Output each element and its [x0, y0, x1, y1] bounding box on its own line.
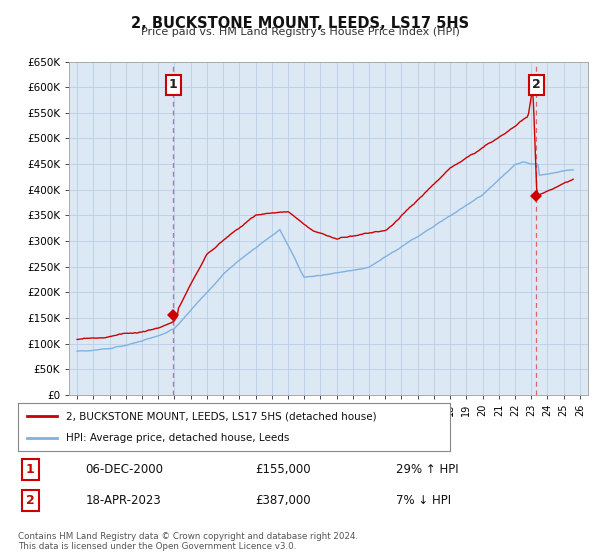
Text: £155,000: £155,000: [255, 463, 311, 476]
Text: 2, BUCKSTONE MOUNT, LEEDS, LS17 5HS: 2, BUCKSTONE MOUNT, LEEDS, LS17 5HS: [131, 16, 469, 31]
Text: Price paid vs. HM Land Registry's House Price Index (HPI): Price paid vs. HM Land Registry's House …: [140, 27, 460, 37]
Text: HPI: Average price, detached house, Leeds: HPI: Average price, detached house, Leed…: [65, 433, 289, 443]
Text: 2: 2: [532, 78, 541, 91]
Text: 7% ↓ HPI: 7% ↓ HPI: [396, 494, 451, 507]
Text: 18-APR-2023: 18-APR-2023: [86, 494, 161, 507]
Text: 1: 1: [169, 78, 178, 91]
Text: 2: 2: [26, 494, 35, 507]
Text: £387,000: £387,000: [255, 494, 311, 507]
Text: 2, BUCKSTONE MOUNT, LEEDS, LS17 5HS (detached house): 2, BUCKSTONE MOUNT, LEEDS, LS17 5HS (det…: [65, 411, 376, 421]
Text: 06-DEC-2000: 06-DEC-2000: [86, 463, 164, 476]
Text: 1: 1: [26, 463, 35, 476]
Text: 29% ↑ HPI: 29% ↑ HPI: [396, 463, 458, 476]
Text: Contains HM Land Registry data © Crown copyright and database right 2024.
This d: Contains HM Land Registry data © Crown c…: [18, 532, 358, 552]
